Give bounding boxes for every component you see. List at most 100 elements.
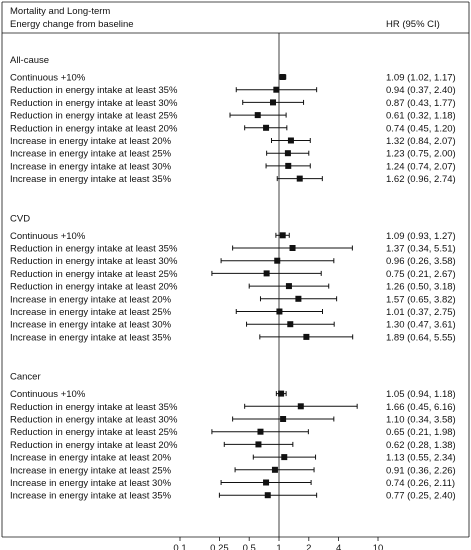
ci-value: 1.23 (0.75, 2.00) [386, 149, 456, 160]
row-label: Increase in energy intake at least 20% [10, 136, 172, 147]
forest-row: Reduction in energy intake at least 20% 1… [10, 282, 456, 293]
hr-point [255, 441, 262, 448]
ci-value: 0.94 (0.37, 2.40) [386, 85, 456, 96]
row-label: Reduction in energy intake at least 20% [10, 440, 178, 451]
x-tick-label: 2 [306, 543, 311, 550]
x-axis: 0.1 0.25 0.5 1 2 4 10 [173, 537, 383, 550]
forest-row: Increase in energy intake at least 30% 1.… [10, 161, 456, 172]
row-label: Reduction in energy intake at least 35% [10, 244, 178, 255]
hr-point [287, 321, 294, 328]
x-tick-label: 0.1 [173, 543, 186, 550]
forest-row: Increase in energy intake at least 30% 0.… [10, 478, 455, 489]
header-title-line-2: Energy change from baseline [10, 19, 134, 30]
hr-point [263, 479, 270, 486]
hr-point [263, 270, 270, 277]
x-tick-label: 10 [373, 543, 384, 550]
hr-point [278, 390, 285, 397]
x-tick-label: 4 [336, 543, 341, 550]
forest-row: Reduction in energy intake at least 30% 1… [10, 415, 456, 426]
forest-row: Increase in energy intake at least 25% 1.… [10, 149, 456, 160]
row-label: Increase in energy intake at least 30% [10, 478, 172, 489]
ci-value: 0.74 (0.45, 1.20) [386, 123, 456, 134]
ci-value: 0.77 (0.25, 2.40) [386, 491, 456, 502]
hr-point [280, 416, 287, 422]
ci-value: 0.87 (0.43, 1.77) [386, 98, 456, 109]
row-label: Increase in energy intake at least 25% [10, 307, 172, 318]
hr-point [289, 245, 296, 251]
row-label: Increase in energy intake at least 30% [10, 320, 172, 331]
row-label: Reduction in energy intake at least 20% [10, 282, 178, 293]
forest-row: Reduction in energy intake at least 20% 0… [10, 123, 456, 134]
hr-point [281, 454, 288, 461]
ci-value: 1.09 (1.02, 1.17) [386, 73, 456, 84]
hr-point [271, 466, 278, 473]
row-label: Increase in energy intake at least 20% [10, 294, 172, 305]
ci-value: 1.01 (0.37, 2.75) [386, 307, 456, 318]
ci-value: 1.37 (0.34, 5.51) [386, 244, 456, 255]
hr-point [270, 99, 277, 106]
ci-value: 0.65 (0.21, 1.98) [386, 427, 456, 438]
x-tick-label: 1 [276, 543, 281, 550]
row-label: Increase in energy intake at least 20% [10, 453, 172, 464]
forest-row: Increase in energy intake at least 35% 1.… [10, 174, 456, 185]
hr-point [263, 124, 270, 131]
row-label: Increase in energy intake at least 35% [10, 332, 172, 343]
forest-row: Reduction in energy intake at least 35% 1… [10, 244, 456, 255]
ci-value: 1.10 (0.34, 3.58) [386, 415, 456, 426]
ci-value: 1.09 (0.93, 1.27) [386, 231, 456, 242]
forest-row: Continuous +10% 1.09 (1.02, 1.17) [10, 73, 456, 84]
forest-row: Reduction in energy intake at least 30% 0… [10, 98, 456, 109]
hr-point [285, 283, 292, 290]
row-label: Increase in energy intake at least 35% [10, 174, 172, 185]
forest-row: Reduction in energy intake at least 30% 0… [10, 256, 456, 267]
header-ci-column: HR (95% CI) [386, 19, 440, 30]
row-label: Reduction in energy intake at least 25% [10, 111, 178, 122]
header: Mortality and Long-term Energy change fr… [10, 6, 440, 30]
hr-point [296, 175, 303, 182]
ci-value: 0.91 (0.36, 2.26) [386, 465, 456, 476]
forest-rows: All-cause Continuous +10% 1.09 (1.02, 1.17… [10, 55, 456, 502]
forest-row: Increase in energy intake at least 30% 1.… [10, 320, 456, 331]
ci-value: 0.62 (0.28, 1.38) [386, 440, 456, 451]
row-label: Reduction in energy intake at least 35% [10, 85, 178, 96]
forest-row: Increase in energy intake at least 25% 0.… [10, 465, 456, 476]
ci-value: 1.57 (0.65, 3.82) [386, 294, 456, 305]
forest-row: Reduction in energy intake at least 25% 0… [10, 427, 456, 438]
row-label: Reduction in energy intake at least 25% [10, 427, 178, 438]
header-title-line-1: Mortality and Long-term [10, 6, 110, 17]
x-tick-label: 0.5 [243, 543, 256, 550]
ci-value: 0.96 (0.26, 3.58) [386, 256, 456, 267]
hr-point [279, 232, 286, 239]
hr-point [274, 257, 281, 264]
row-label: Increase in energy intake at least 30% [10, 161, 172, 172]
ci-value: 1.13 (0.55, 2.34) [386, 453, 456, 464]
forest-row: Increase in energy intake at least 35% 1.… [10, 332, 456, 343]
forest-row: Increase in energy intake at least 20% 1.… [10, 294, 456, 305]
row-label: Reduction in energy intake at least 30% [10, 415, 178, 426]
ci-value: 1.89 (0.64, 5.55) [386, 332, 456, 343]
ci-value: 1.24 (0.74, 2.07) [386, 161, 456, 172]
hr-point [285, 162, 292, 169]
plot-frame [1, 1, 470, 538]
forest-row: Increase in energy intake at least 25% 1.… [10, 307, 456, 318]
ci-value: 0.61 (0.32, 1.18) [386, 111, 456, 122]
forest-row: Reduction in energy intake at least 35% 1… [10, 402, 456, 413]
row-label: Reduction in energy intake at least 30% [10, 256, 178, 267]
ci-value: 1.05 (0.94, 1.18) [386, 389, 456, 400]
group-title: Cancer [10, 372, 41, 383]
group-cancer: Cancer Continuous +10% 1.05 (0.94, 1.18) Re… [10, 372, 456, 502]
group-title: All-cause [10, 55, 49, 66]
x-tick-label: 0.25 [210, 543, 229, 550]
ci-value: 0.74 (0.26, 2.11) [386, 478, 455, 489]
ci-value: 1.30 (0.47, 3.61) [386, 320, 456, 331]
ci-value: 1.32 (0.84, 2.07) [386, 136, 456, 147]
hr-point [295, 295, 302, 302]
forest-row: Increase in energy intake at least 20% 1.… [10, 453, 456, 464]
row-label: Increase in energy intake at least 35% [10, 491, 172, 502]
hr-point [287, 137, 294, 144]
forest-row: Increase in energy intake at least 35% 0.… [10, 491, 456, 502]
hr-point [303, 333, 310, 340]
hr-point [297, 403, 304, 410]
ci-value: 1.62 (0.96, 2.74) [386, 174, 456, 185]
